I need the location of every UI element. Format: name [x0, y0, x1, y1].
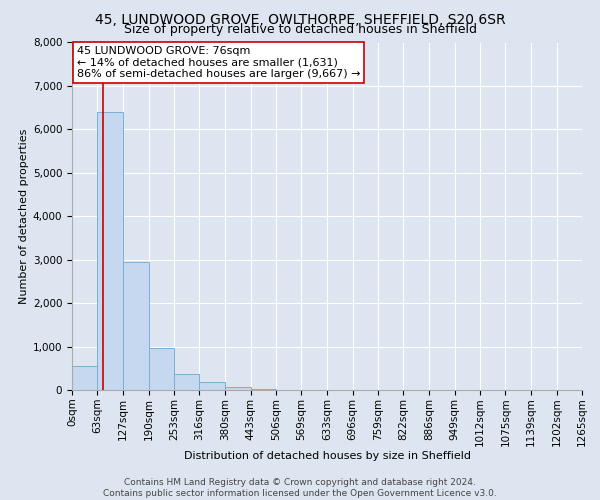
Bar — [123, 262, 149, 390]
Bar — [149, 348, 174, 390]
Bar — [174, 374, 199, 390]
Bar — [251, 389, 276, 390]
Bar — [225, 386, 251, 390]
Bar — [199, 382, 225, 390]
Text: Size of property relative to detached houses in Sheffield: Size of property relative to detached ho… — [124, 22, 476, 36]
Text: 45, LUNDWOOD GROVE, OWLTHORPE, SHEFFIELD, S20 6SR: 45, LUNDWOOD GROVE, OWLTHORPE, SHEFFIELD… — [95, 12, 505, 26]
Text: 45 LUNDWOOD GROVE: 76sqm
← 14% of detached houses are smaller (1,631)
86% of sem: 45 LUNDWOOD GROVE: 76sqm ← 14% of detach… — [77, 46, 361, 79]
Text: Contains HM Land Registry data © Crown copyright and database right 2024.
Contai: Contains HM Land Registry data © Crown c… — [103, 478, 497, 498]
Y-axis label: Number of detached properties: Number of detached properties — [19, 128, 29, 304]
Bar — [72, 366, 97, 390]
Bar — [97, 112, 123, 390]
X-axis label: Distribution of detached houses by size in Sheffield: Distribution of detached houses by size … — [184, 450, 470, 460]
